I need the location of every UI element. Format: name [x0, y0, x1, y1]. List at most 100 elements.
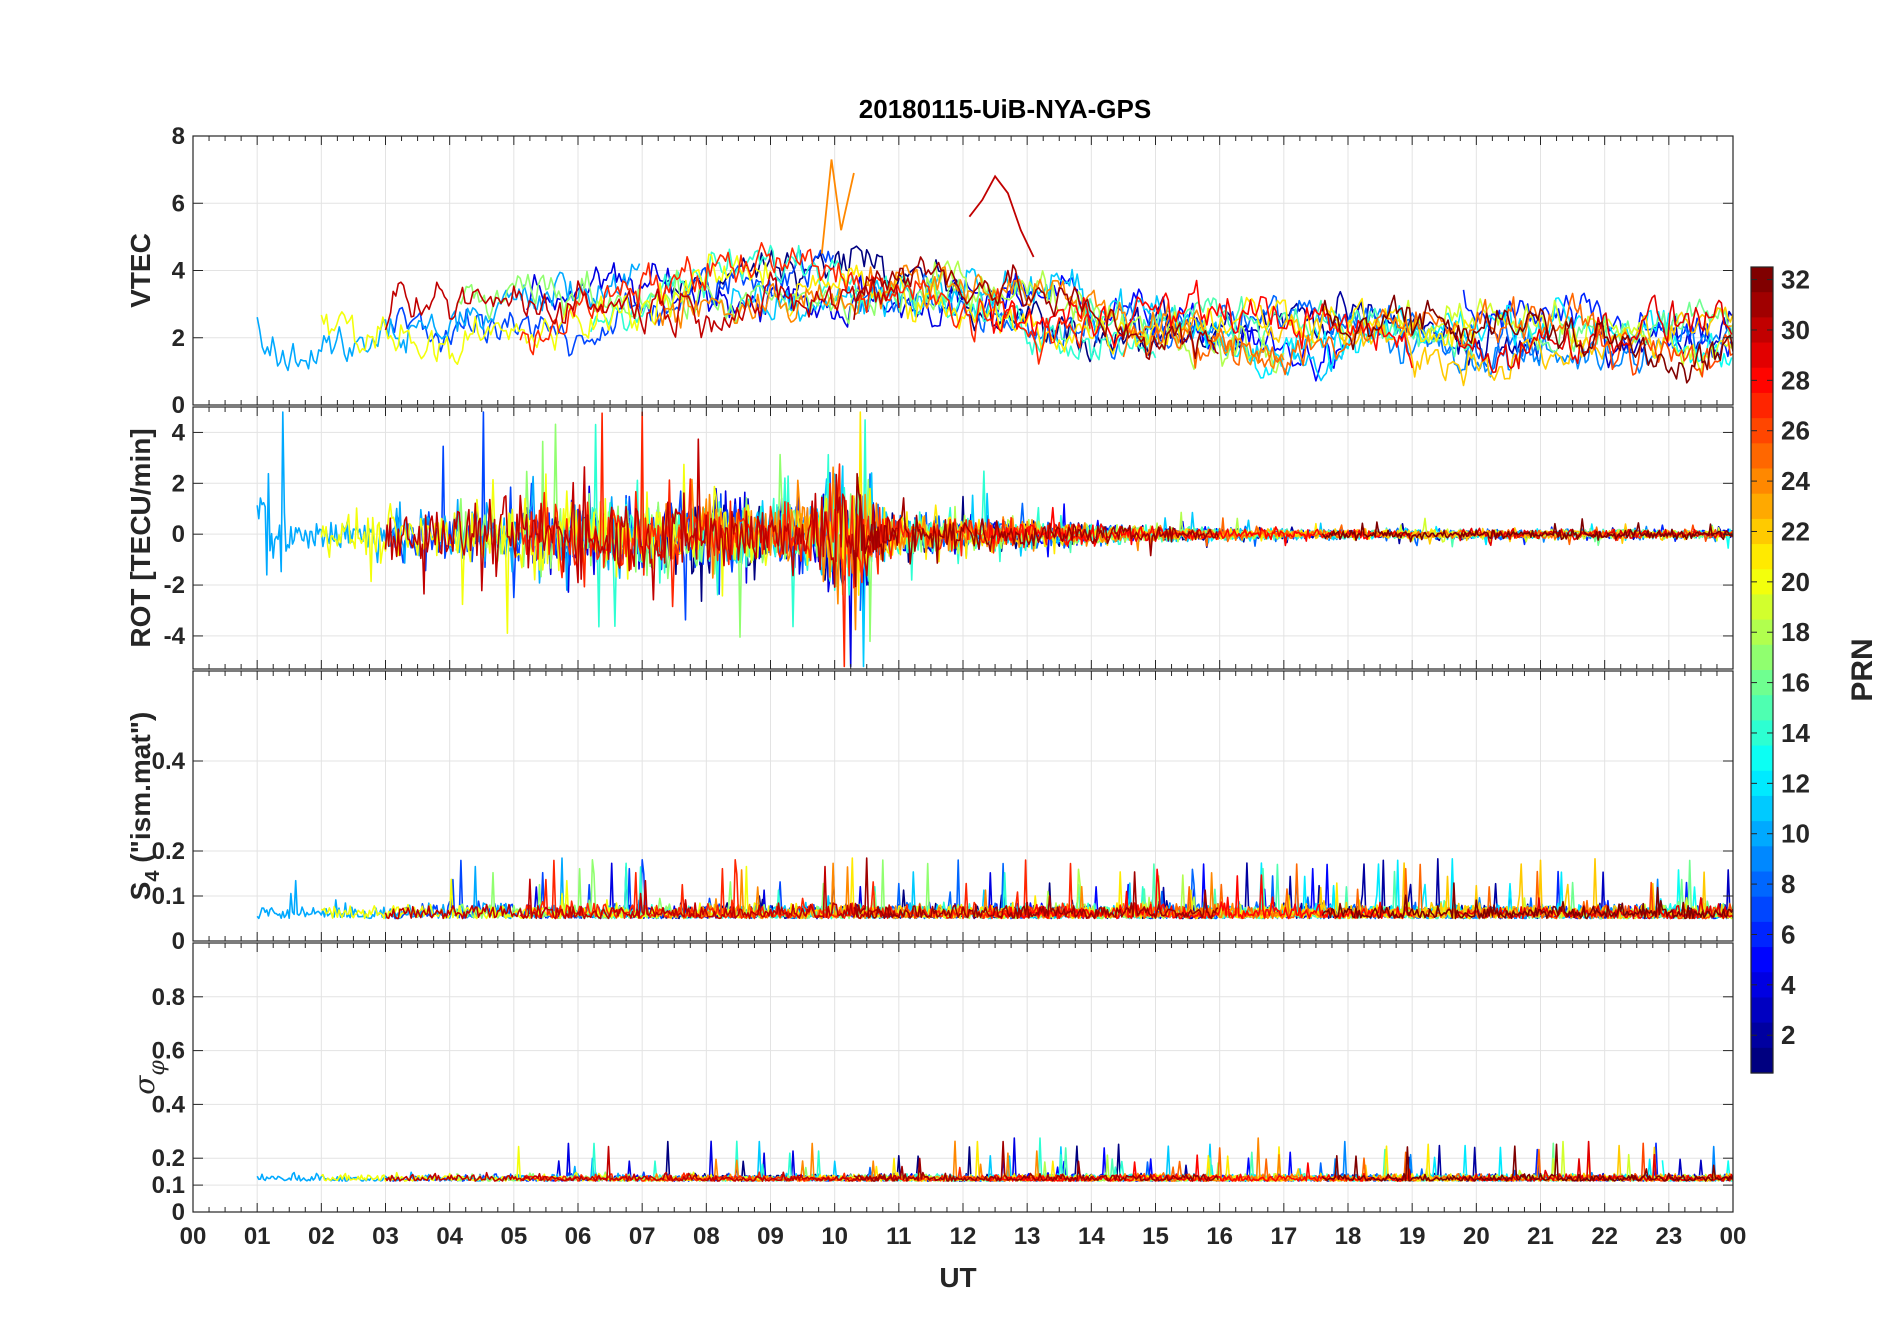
colorbar-tick-label: 26: [1781, 416, 1810, 446]
y-tick-label: 2: [172, 325, 185, 352]
series-prn-20: [320, 253, 772, 365]
x-axis: 00 01 02 03 04 05 06 07 08 09 10 11 12 13 14 15 16 17 18 19…: [180, 1223, 1747, 1250]
colorbar-segment: [1751, 468, 1773, 495]
colorbar-segment: [1751, 745, 1773, 772]
panel-s4: 00.10.20.4S4 ("ism.mat"): [125, 670, 1734, 955]
panel-sigma_phi: 00.10.2 0.4 0.6 0.8 σφ: [128, 942, 1734, 1226]
colorbar-segment: [1751, 896, 1773, 923]
colorbar-segment: [1751, 644, 1773, 671]
series-prn-30: [384, 438, 898, 601]
colorbar-segment: [1751, 1022, 1773, 1049]
x-tick-label: 17: [1270, 1223, 1297, 1250]
series-prn-30: [384, 865, 898, 920]
x-tick-label: 12: [950, 1223, 977, 1250]
colorbar-tick-label: 32: [1781, 265, 1810, 295]
y-tick-label: 0: [172, 1199, 185, 1226]
y-tick-label: 0.2: [152, 838, 185, 865]
series-prn-27: [519, 859, 1090, 920]
series-highlight-prn-24: [820, 159, 855, 254]
x-tick-label: 13: [1014, 1223, 1041, 1250]
series-prn-1: [661, 245, 1220, 363]
colorbar-label: PRN: [1846, 638, 1879, 701]
series-prn-18: [923, 260, 1285, 374]
colorbar-segment: [1751, 821, 1773, 847]
colorbar-tick-label: 18: [1781, 617, 1810, 647]
x-tick-label: 03: [372, 1223, 399, 1250]
series-prn-31: [853, 857, 1219, 920]
y-tick-label: 8: [172, 123, 185, 150]
colorbar-tick-label: 30: [1781, 315, 1810, 345]
y-tick-label: 0.2: [152, 1145, 185, 1172]
colorbar-segment: [1751, 418, 1773, 444]
x-tick-label: 22: [1591, 1223, 1618, 1250]
y-tick-label: 0.8: [152, 984, 185, 1011]
colorbar-segment: [1751, 795, 1773, 822]
x-tick-label: 23: [1655, 1223, 1682, 1250]
series-prn-32: [1321, 882, 1733, 920]
colorbar-tick-label: 16: [1781, 668, 1810, 698]
y-tick-label: 6: [172, 190, 185, 217]
x-tick-label: 16: [1206, 1223, 1233, 1250]
y-tick-label: 0: [172, 392, 185, 419]
colorbar-segment: [1751, 392, 1773, 419]
colorbar-segment: [1751, 846, 1773, 873]
series-prn-32: [1321, 1143, 1733, 1182]
x-tick-label: 10: [821, 1223, 848, 1250]
y-tick-label: -4: [164, 623, 186, 650]
series-prn-28: [987, 279, 1413, 369]
colorbar-tick-label: 24: [1781, 466, 1810, 496]
colorbar-segment: [1751, 317, 1773, 344]
colorbar-segment: [1751, 871, 1773, 898]
x-tick-label: 04: [436, 1223, 463, 1250]
colorbar-segment: [1751, 493, 1773, 520]
y-tick-label: 0: [172, 928, 185, 955]
colorbar-segment: [1751, 443, 1773, 470]
colorbar-segment: [1751, 342, 1773, 369]
x-tick-label: 21: [1527, 1223, 1554, 1250]
colorbar-tick-label: 10: [1781, 819, 1810, 849]
colorbar-segment: [1751, 770, 1773, 797]
x-tick-label: 14: [1078, 1223, 1105, 1250]
y-tick-label: 0.4: [152, 748, 186, 775]
colorbar-tick-label: 14: [1781, 718, 1810, 748]
colorbar-tick-label: 22: [1781, 516, 1810, 546]
colorbar-tick-label: 28: [1781, 365, 1810, 395]
y-label-main: S: [125, 882, 156, 901]
colorbar-segment: [1751, 292, 1773, 318]
x-tick-label: 07: [629, 1223, 656, 1250]
colorbar-tick-label: 4: [1781, 970, 1796, 1000]
y-tick-label: 0.6: [152, 1038, 185, 1065]
x-tick-label: 18: [1335, 1223, 1362, 1250]
y-tick-label: 0: [172, 521, 185, 548]
series-group-rot: [256, 411, 1733, 668]
x-tick-label: 08: [693, 1223, 720, 1250]
colorbar-segment: [1751, 695, 1773, 721]
colorbar-segment: [1751, 921, 1773, 948]
series-highlight-prn-30: [968, 174, 1035, 258]
colorbar-segment: [1751, 720, 1773, 747]
series-group-sigma_phi: [256, 1137, 1733, 1182]
series-prn-31: [853, 256, 1219, 361]
series-prn-31: [853, 472, 1219, 588]
series-prn-26: [1591, 328, 1733, 378]
y-tick-label: 4: [172, 419, 186, 446]
chart-title: 20180115-UiB-NYA-GPS: [859, 94, 1151, 124]
colorbar-segment: [1751, 518, 1773, 545]
y-tick-label: 4: [172, 258, 186, 285]
colorbar-segment: [1751, 947, 1773, 973]
x-tick-label: 19: [1399, 1223, 1426, 1250]
x-tick-label: 15: [1142, 1223, 1169, 1250]
colorbar-tick-label: 20: [1781, 567, 1810, 597]
series-group-vtec: [256, 159, 1733, 387]
y-label-suffix: ("ism.mat"): [125, 712, 156, 871]
series-prn-16: [1526, 298, 1733, 353]
series-prn-25: [1122, 292, 1605, 376]
panel-vtec: 0 2 4 6 8 VTEC: [125, 123, 1734, 419]
x-tick-label: 00: [1720, 1223, 1747, 1250]
colorbar-segment: [1751, 670, 1773, 696]
series-group-s4: [256, 857, 1733, 920]
colorbar-segment: [1751, 569, 1773, 596]
